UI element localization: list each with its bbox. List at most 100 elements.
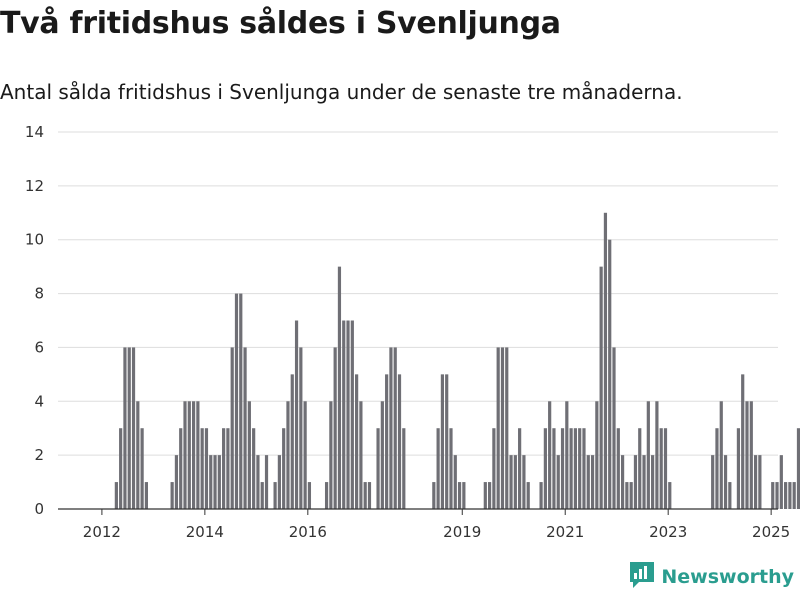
bar [393, 347, 397, 509]
bar [144, 482, 148, 509]
bar [612, 347, 616, 509]
bar [633, 455, 638, 509]
bar [792, 482, 796, 509]
bar [775, 482, 779, 509]
bar [788, 482, 792, 509]
bar [513, 455, 517, 509]
bar [749, 401, 753, 509]
bar [449, 428, 453, 509]
bar [753, 455, 758, 509]
bar [518, 428, 522, 509]
bar [599, 266, 603, 509]
bar [346, 320, 350, 509]
bar [728, 482, 732, 509]
bar [638, 428, 642, 509]
bar [204, 428, 209, 509]
bar [539, 482, 543, 509]
bar [758, 455, 762, 509]
bar [191, 401, 196, 509]
y-tick-label: 6 [34, 338, 44, 356]
bar [526, 482, 530, 509]
bar [256, 455, 260, 509]
bar [355, 374, 359, 509]
bar [337, 266, 342, 509]
y-tick-label: 2 [34, 446, 44, 464]
y-tick-label: 0 [34, 500, 44, 518]
bar [560, 428, 565, 509]
x-tick-label: 2016 [289, 523, 327, 541]
y-tick-label: 8 [34, 285, 44, 303]
bar [453, 455, 457, 509]
bar [230, 347, 234, 509]
newsworthy-logo-icon [630, 562, 655, 592]
bar [745, 401, 749, 509]
y-tick-label: 14 [25, 123, 44, 141]
bar [136, 401, 140, 509]
chart-subtitle: Antal sålda fritidshus i Svenljunga unde… [0, 80, 683, 104]
bar [260, 482, 264, 509]
x-tick-label: 2014 [186, 523, 224, 541]
bar [582, 428, 586, 509]
bar [170, 482, 174, 509]
bar [440, 374, 445, 509]
bar [200, 428, 204, 509]
bar [247, 401, 251, 509]
bar [488, 482, 492, 509]
bar [140, 428, 144, 509]
bar [187, 401, 191, 509]
bar [445, 374, 449, 509]
bar [655, 401, 659, 509]
chart-title: Två fritidshus såldes i Svenljunga [0, 6, 561, 41]
bar [711, 455, 715, 509]
bar [500, 347, 505, 509]
bar [402, 428, 406, 509]
bar [239, 293, 243, 509]
bar [663, 428, 668, 509]
bar [397, 374, 402, 509]
bar [119, 428, 123, 509]
bar [264, 455, 269, 509]
bar [179, 428, 183, 509]
bar [509, 455, 513, 509]
bar [552, 428, 556, 509]
bar [651, 455, 655, 509]
bar [222, 428, 226, 509]
bar [367, 482, 372, 509]
bar [299, 347, 303, 509]
bar [380, 401, 384, 509]
x-tick-label: 2019 [443, 523, 481, 541]
bar [668, 482, 672, 509]
bar [329, 401, 333, 509]
bar [333, 347, 337, 509]
bar [273, 482, 277, 509]
y-tick-label: 4 [34, 392, 44, 410]
bar [359, 401, 363, 509]
bar [543, 428, 547, 509]
bar [307, 482, 312, 509]
bar [659, 428, 663, 509]
bar [226, 428, 230, 509]
bar [209, 455, 213, 509]
bar [715, 428, 719, 509]
bar [385, 374, 389, 509]
bar [436, 428, 440, 509]
bar [286, 401, 290, 509]
bar [736, 428, 741, 509]
bar [569, 428, 573, 509]
bar [252, 428, 256, 509]
bar [290, 374, 294, 509]
bar [620, 455, 625, 509]
bar [457, 482, 462, 509]
bar [282, 428, 286, 509]
x-tick-label: 2021 [546, 523, 584, 541]
bar [603, 212, 608, 510]
newsworthy-logo-text: Newsworthy [661, 566, 794, 588]
bar [723, 455, 728, 509]
bar [586, 455, 590, 509]
bar [127, 347, 131, 509]
newsworthy-logo[interactable]: Newsworthy [630, 562, 794, 592]
y-tick-label: 10 [25, 231, 44, 249]
bar [578, 428, 582, 509]
bar [573, 428, 577, 509]
